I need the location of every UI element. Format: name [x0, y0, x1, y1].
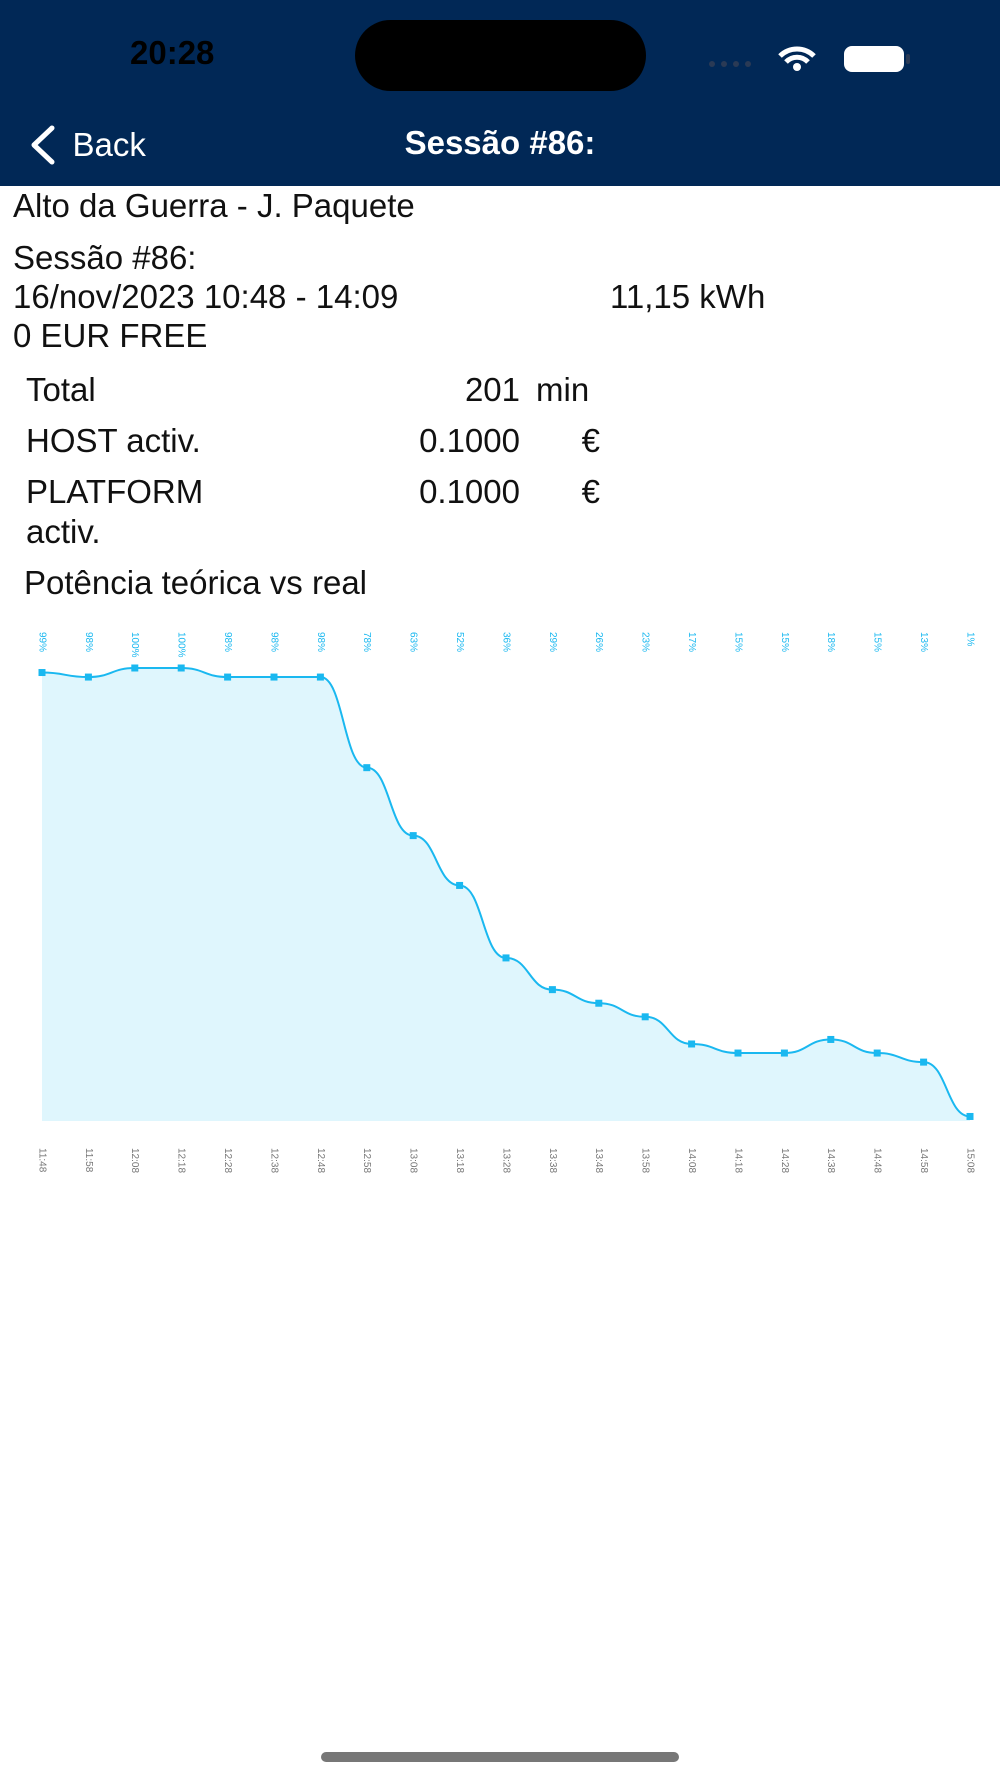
x-tick-label: 14:48	[872, 1148, 883, 1173]
data-label: 98%	[268, 632, 279, 652]
session-cost: 0 EUR FREE	[13, 317, 208, 354]
x-tick-label: 13:28	[500, 1148, 511, 1173]
x-tick-label: 13:08	[408, 1148, 419, 1173]
x-tick-label: 12:48	[315, 1148, 326, 1173]
data-label: 78%	[361, 632, 372, 652]
data-label: 13%	[918, 632, 929, 652]
data-label: 1%	[964, 632, 975, 647]
row-value: 201	[464, 371, 520, 408]
row-value: 0.1000	[419, 473, 520, 510]
data-label: 100%	[176, 632, 187, 658]
point	[131, 664, 139, 672]
x-tick-label: 14:58	[918, 1148, 929, 1173]
status-icons	[709, 46, 910, 72]
x-tick-label: 12:18	[176, 1148, 187, 1173]
point	[688, 1040, 696, 1048]
x-tick-label: 15:08	[964, 1148, 975, 1173]
chart-title: Potência teórica vs real	[24, 564, 368, 601]
x-tick-label: 12:28	[222, 1148, 233, 1173]
data-label: 23%	[640, 632, 651, 652]
x-tick-label: 12:08	[129, 1148, 140, 1173]
point	[177, 664, 185, 672]
point	[316, 673, 324, 681]
point	[734, 1049, 742, 1057]
session-energy: 11,15 kWh	[610, 278, 766, 315]
data-label: 15%	[872, 632, 883, 652]
point	[456, 881, 464, 889]
row-label: HOST activ.	[26, 422, 201, 459]
back-label: Back	[72, 126, 146, 163]
point	[827, 1035, 835, 1043]
row-label: Total	[26, 371, 96, 408]
dynamic-island	[355, 20, 646, 91]
data-label: 98%	[83, 632, 94, 652]
data-label: 99%	[36, 632, 47, 652]
area-fill	[42, 668, 970, 1121]
status-time: 20:28	[130, 34, 215, 71]
header-bar: 20:28 Back Sessão #86:	[0, 0, 1000, 186]
data-label: 98%	[315, 632, 326, 652]
x-tick-label: 11:48	[36, 1148, 47, 1173]
session-period: 16/nov/2023 10:48 - 14:09	[13, 278, 399, 315]
data-label: 52%	[454, 632, 465, 652]
back-chevron	[31, 125, 55, 165]
point	[641, 1013, 649, 1021]
data-label: 100%	[129, 632, 140, 658]
x-tick-label: 13:48	[593, 1148, 604, 1173]
station-name: Alto da Guerra - J. Paquete	[13, 187, 415, 224]
x-tick-label: 14:38	[825, 1148, 836, 1173]
x-tick-label: 12:38	[268, 1148, 279, 1173]
x-tick-label: 11:58	[83, 1148, 94, 1173]
data-label: 15%	[779, 632, 790, 652]
x-tick-label: 13:58	[640, 1148, 651, 1173]
point	[966, 1112, 974, 1120]
x-tick-label: 13:38	[547, 1148, 558, 1173]
data-label: 98%	[222, 632, 233, 652]
row-value: 0.1000	[419, 422, 520, 459]
point	[873, 1049, 881, 1057]
data-label: 63%	[408, 632, 419, 652]
data-label: 15%	[732, 632, 743, 652]
point	[270, 673, 278, 681]
x-tick-label: 12:58	[361, 1148, 372, 1173]
point	[595, 999, 603, 1007]
home-indicator	[321, 1752, 679, 1762]
point	[224, 673, 232, 681]
back-button[interactable]: Back	[28, 124, 146, 166]
data-label: 26%	[593, 632, 604, 652]
point	[84, 673, 92, 681]
data-label: 36%	[500, 632, 511, 652]
point	[548, 986, 556, 994]
point	[502, 954, 510, 962]
row-unit: €	[581, 473, 600, 510]
x-tick-label: 14:08	[686, 1148, 697, 1173]
row-unit: min	[536, 371, 590, 408]
nav-title: Sessão #86:	[404, 124, 596, 161]
row-label: PLATFORM activ.	[26, 473, 204, 550]
data-label: 17%	[686, 632, 697, 652]
point	[920, 1058, 928, 1066]
x-tick-label: 14:18	[732, 1148, 743, 1173]
x-tick-label: 14:28	[779, 1148, 790, 1173]
data-label: 29%	[547, 632, 558, 652]
chart: 99% 11:48 98% 11:58 100% 12:08 100% 12:18 98% 12:…	[36, 632, 975, 1173]
point	[363, 764, 371, 772]
x-tick-label: 13:18	[454, 1148, 465, 1173]
row-unit: €	[581, 422, 600, 459]
point	[409, 832, 417, 840]
point	[780, 1049, 788, 1057]
line	[41, 667, 971, 1118]
data-label: 18%	[825, 632, 836, 652]
session-title: Sessão #86:	[13, 239, 197, 276]
point	[38, 669, 46, 677]
